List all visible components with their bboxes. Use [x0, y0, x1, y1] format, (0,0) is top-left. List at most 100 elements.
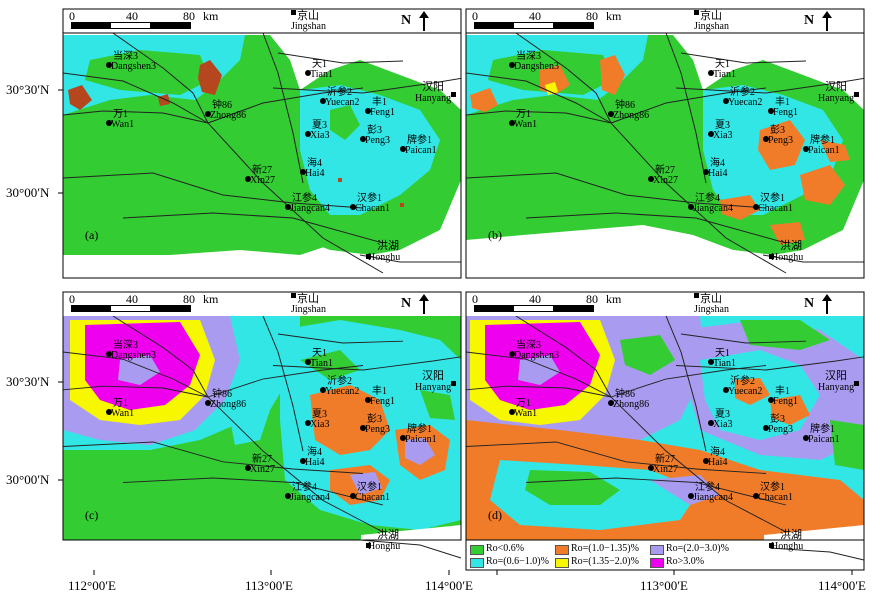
city-marker-hanyang — [450, 380, 456, 386]
city-marker-jingshan — [290, 292, 296, 298]
city-marker-hanyang — [853, 91, 859, 97]
city-label-en: Jingshan — [694, 21, 729, 32]
well-marker-yuecan2 — [320, 98, 326, 104]
well-label-cn: 牌参1 — [407, 135, 432, 146]
north-label: N — [401, 296, 412, 311]
city-label-cn: 洪湖 — [780, 240, 802, 252]
well-label-cn: 天1 — [715, 348, 730, 359]
well-marker-hai4 — [703, 169, 709, 175]
well-label-en: Jiangcan4 — [693, 203, 733, 214]
scale-tick-0: 0 — [69, 292, 75, 306]
city-label-cn: 洪湖 — [780, 529, 802, 541]
well-label-en: Jiangcan4 — [290, 203, 330, 214]
city-label-en: Honghu — [368, 541, 401, 552]
north-arrow-icon — [423, 13, 425, 31]
well-label-en: Hai4 — [708, 168, 728, 179]
scale-bar — [474, 22, 594, 29]
city-marker-honghu — [768, 253, 774, 259]
legend-label: Ro=(1.0−1.35)% — [571, 543, 639, 554]
well-label-en: Tian1 — [310, 69, 333, 80]
well-label-cn: 当深3 — [516, 340, 541, 351]
well-marker-tian1 — [305, 359, 311, 365]
well-marker-jiangcan4 — [688, 204, 694, 210]
well-marker-paican1 — [803, 146, 809, 152]
well-label-cn: 天1 — [312, 348, 327, 359]
scale-tick-80: 80 — [183, 292, 195, 306]
well-marker-xin27 — [245, 176, 251, 182]
well-label-cn: 钟86 — [212, 100, 232, 111]
city-marker-hanyang — [450, 91, 456, 97]
well-label-cn: 新27 — [252, 454, 272, 465]
well-marker-chacan1 — [753, 493, 759, 499]
city-marker-jingshan — [693, 9, 699, 15]
well-label-en: Zhong86 — [613, 110, 650, 121]
well-label-en: Hai4 — [305, 168, 325, 179]
well-marker-chacan1 — [350, 204, 356, 210]
scale-unit: km — [203, 292, 219, 306]
well-marker-feng1 — [768, 108, 774, 114]
well-label-en: Yuecan2 — [728, 97, 763, 108]
well-label-cn: 彭3 — [367, 125, 382, 136]
well-label-en: Peng3 — [365, 135, 390, 146]
well-label-cn: 新27 — [655, 165, 675, 176]
well-label-en: Chacan1 — [758, 492, 793, 503]
city-label-cn: 洪湖 — [377, 240, 399, 252]
well-label-cn: 天1 — [715, 59, 730, 70]
scale-unit: km — [606, 292, 622, 306]
well-marker-jiangcan4 — [285, 204, 291, 210]
north-label: N — [401, 13, 412, 28]
well-marker-peng3 — [763, 136, 769, 142]
well-marker-yuecan2 — [723, 387, 729, 393]
well-label-cn: 牌参1 — [407, 424, 432, 435]
well-label-en: Wan1 — [514, 408, 538, 419]
well-marker-chacan1 — [350, 493, 356, 499]
well-marker-dangshen3 — [509, 351, 515, 357]
scale-tick-80: 80 — [586, 292, 598, 306]
well-label-cn: 江参4 — [695, 193, 720, 204]
well-marker-xia3 — [305, 420, 311, 426]
well-marker-wan1 — [106, 120, 112, 126]
well-marker-peng3 — [360, 425, 366, 431]
city-marker-honghu — [365, 542, 371, 548]
well-label-cn: 钟86 — [212, 389, 232, 400]
well-marker-jiangcan4 — [285, 493, 291, 499]
city-marker-honghu — [768, 542, 774, 548]
well-marker-hai4 — [300, 458, 306, 464]
city-label-en: Jingshan — [694, 304, 729, 315]
well-marker-zhong86 — [205, 111, 211, 117]
well-marker-xin27 — [648, 465, 654, 471]
well-label-en: Feng1 — [773, 107, 798, 118]
city-label-en: Honghu — [368, 252, 401, 263]
lon-label-112: 112°00′E — [68, 578, 117, 593]
well-label-cn: 天1 — [312, 59, 327, 70]
well-label-cn: 江参4 — [292, 482, 317, 493]
well-label-cn: 钟86 — [615, 389, 635, 400]
well-label-en: Zhong86 — [613, 399, 650, 410]
city-label-cn: 京山 — [297, 10, 319, 22]
well-label-en: Peng3 — [768, 135, 793, 146]
panel-label-b: (b) — [488, 228, 502, 242]
well-label-en: Paican1 — [808, 145, 840, 156]
city-label-cn: 汉阳 — [422, 370, 444, 382]
well-label-en: Chacan1 — [355, 492, 390, 503]
well-label-en: Dangshen3 — [514, 61, 559, 72]
well-label-en: Xin27 — [653, 175, 678, 186]
well-label-cn: 汉参1 — [357, 193, 382, 204]
well-label-cn: 当深3 — [516, 51, 541, 62]
well-label-en: Dangshen3 — [111, 350, 156, 361]
well-label-en: Xin27 — [653, 464, 678, 475]
scale-tick-80: 80 — [183, 9, 195, 23]
well-label-cn: 彭3 — [770, 125, 785, 136]
well-label-en: Xia3 — [713, 130, 733, 141]
north-arrow-icon — [423, 296, 425, 314]
city-label-en: Honghu — [771, 252, 804, 263]
lat-label-a-top: 30°30′N — [6, 82, 50, 97]
well-label-en: Paican1 — [405, 434, 437, 445]
legend-swatch — [555, 545, 569, 555]
well-marker-peng3 — [763, 425, 769, 431]
well-marker-zhong86 — [608, 111, 614, 117]
well-label-cn: 丰1 — [775, 97, 790, 108]
well-label-en: Xin27 — [250, 464, 275, 475]
well-marker-paican1 — [400, 146, 406, 152]
well-label-en: Tian1 — [713, 69, 736, 80]
